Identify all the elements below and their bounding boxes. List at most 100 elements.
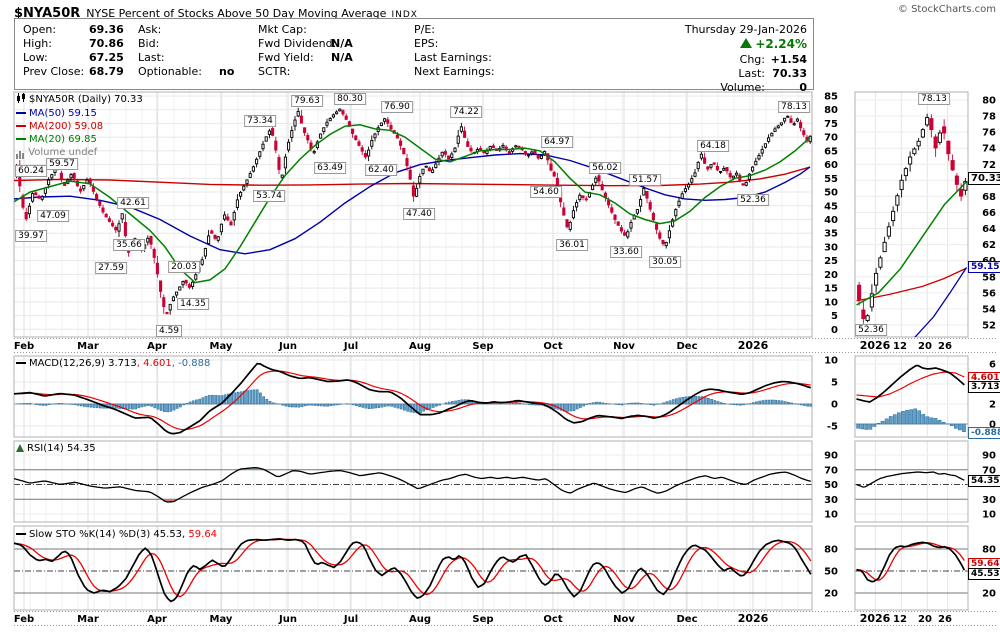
month-label: Jun [278, 341, 297, 352]
axis-tick-label: 40 [824, 215, 838, 226]
axis-tick-label: 20 [824, 270, 838, 281]
axis-labels: 8580757065605550454035302520151050807876… [14, 91, 996, 625]
chart-title: $NYA50R NYSE Percent of Stocks Above 50 D… [14, 2, 418, 21]
month-label: Jul [343, 341, 358, 352]
price-callout: 51.57 [629, 174, 661, 186]
mini-ma20-line [856, 181, 968, 306]
price-callout: 59.57 [46, 158, 78, 170]
axis-tick-label: 10 [824, 356, 838, 367]
legend-volume-label: Volume undef [28, 147, 98, 158]
quote-field-label: SCTR: [258, 65, 291, 78]
quote-field-label: Optionable: [138, 65, 202, 78]
month-label: Sep [472, 341, 493, 352]
axis-tick-label: 72 [982, 160, 996, 171]
quote-field-value: 70.86 [89, 37, 124, 50]
axis-tick-label: 80 [982, 96, 996, 107]
month-label: Nov [613, 341, 635, 352]
axis-tick-label: -5 [827, 422, 838, 433]
price-callout: 47.09 [37, 210, 69, 222]
price-callout: 20.03 [168, 261, 200, 273]
macd-histogram [15, 389, 812, 414]
quote-summary-box: Thursday 29-Jan-2026 +2.24% Open: 69.36 Hi… [14, 18, 814, 94]
symbol-label: $NYA50R [14, 6, 81, 21]
axis-tick-label: 30 [824, 242, 838, 253]
axis-tick-label: 78 [982, 112, 996, 123]
axis-tick-label: 80 [824, 545, 838, 556]
quote-field-label: Fwd Yield: [258, 51, 314, 64]
month-label: Feb [14, 341, 34, 352]
price-callout: 63.49 [314, 162, 346, 174]
price-callout: 35.66 [113, 239, 145, 251]
price-callout: 64.97 [541, 136, 573, 148]
quote-field-label: Last Earnings: [414, 51, 492, 64]
mini-sto-k-line [856, 541, 966, 583]
up-triangle-icon [740, 38, 753, 48]
axis-tick-label: 55 [824, 174, 838, 185]
axis-tick-label: 66 [982, 208, 996, 219]
axis-tick-label: 85 [824, 91, 838, 102]
ma200-line-swatch [16, 125, 26, 127]
legend-ma200-label: MA(200) 59.08 [29, 121, 104, 132]
sto-d-line [14, 538, 812, 598]
quote-field-label: Last: [138, 51, 165, 64]
axis-tick-label: 5 [831, 311, 838, 322]
price-callout: 62.40 [365, 164, 397, 176]
axis-tick-label: 2 [989, 400, 996, 411]
price-callout: 33.60 [610, 246, 642, 258]
quote-field-value: no [219, 65, 235, 78]
quote-field-label: High: [23, 37, 52, 50]
ma50-line-swatch [16, 112, 26, 114]
macd-hist-value: , -0.888 [171, 358, 211, 369]
quote-date: Thursday 29-Jan-2026 [684, 23, 807, 36]
axis-tick-label: 80 [982, 545, 996, 556]
price-callout: 36.01 [556, 239, 588, 251]
main-legend: $NYA50R (Daily) 70.33 MA(50) 59.15 MA(20… [16, 93, 143, 159]
month-label: Oct [543, 614, 562, 625]
month-label: Aug [409, 614, 431, 625]
month-label: Dec [676, 614, 697, 625]
mini-ma200-line [856, 267, 967, 302]
price-callout: 4.59 [155, 325, 183, 337]
last-value-marker: 45.53 [968, 568, 1000, 580]
rsi-label: RSI(14) 54.35 [27, 443, 96, 454]
mini-date-label: 20 [918, 614, 932, 625]
axis-tick-label: 50 [824, 480, 838, 491]
last-value-marker: 70.33 [968, 172, 1000, 185]
last-value-marker: -0.888 [968, 427, 1000, 439]
sto-label: Slow STO %K(14) %D(3) 45.53, [29, 529, 186, 540]
month-label: Nov [613, 614, 635, 625]
axis-tick-label: 74 [982, 144, 996, 155]
quote-field-label: Bid: [138, 37, 160, 50]
axis-tick-label: 60 [824, 160, 838, 171]
price-callout: 78.13 [778, 101, 810, 113]
axis-tick-label: 10 [824, 297, 838, 308]
month-label: 2026 [738, 339, 769, 352]
price-callout: 53.74 [253, 190, 285, 202]
axis-tick-label: 64 [982, 224, 996, 235]
ma200-line [14, 166, 811, 187]
legend-ma20-row: MA(20) 69.85 [16, 133, 143, 146]
price-callout: 27.59 [95, 262, 127, 274]
axis-tick-label: 20 [824, 589, 838, 600]
macd-signal-line [14, 370, 811, 431]
price-callout: 64.18 [697, 140, 729, 152]
sto-legend: Slow STO %K(14) %D(3) 45.53, 59.64 [16, 528, 217, 541]
mini-macd-line [856, 364, 965, 403]
axis-tick-label: 10 [982, 510, 996, 521]
mini-date-label: 26 [938, 614, 952, 625]
symbol-type: INDX [391, 10, 418, 20]
price-callout: 76.90 [381, 101, 413, 113]
quote-field-label: Low: [23, 51, 48, 64]
quote-right-row: Chg: +1.54 [739, 53, 807, 66]
macd-signal-value: , 4.601 [136, 358, 172, 369]
quote-field-label: P/E: [414, 23, 435, 36]
axis-tick-label: 90 [824, 451, 838, 462]
quote-right-row: Last: 70.33 [738, 67, 807, 80]
price-callout: 74.22 [450, 106, 482, 118]
axis-tick-label: 30 [824, 495, 838, 506]
axis-tick-label: 68 [982, 192, 996, 203]
quote-field-label: EPS: [414, 37, 439, 50]
month-label: Oct [543, 341, 562, 352]
